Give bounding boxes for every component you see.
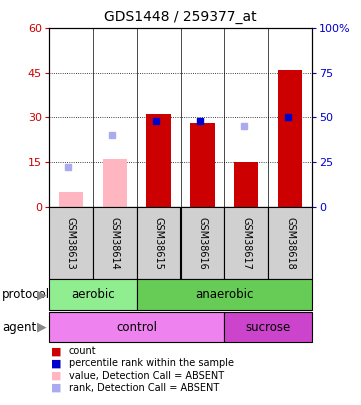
Text: GDS1448 / 259377_at: GDS1448 / 259377_at — [104, 10, 257, 24]
Bar — [58, 192, 83, 207]
Text: ■: ■ — [51, 383, 61, 393]
Bar — [225, 207, 268, 279]
Bar — [278, 70, 303, 207]
Bar — [190, 124, 214, 207]
Text: ■: ■ — [51, 371, 61, 381]
Text: GSM38615: GSM38615 — [153, 217, 164, 269]
Bar — [93, 207, 136, 279]
Text: rank, Detection Call = ABSENT: rank, Detection Call = ABSENT — [69, 383, 219, 393]
Bar — [136, 279, 312, 310]
Text: aerobic: aerobic — [71, 288, 114, 301]
Bar — [49, 279, 136, 310]
Bar — [49, 207, 93, 279]
Text: ■: ■ — [51, 358, 61, 369]
Text: ▶: ▶ — [37, 288, 46, 301]
Text: GSM38618: GSM38618 — [285, 217, 295, 269]
Text: percentile rank within the sample: percentile rank within the sample — [69, 358, 234, 369]
Text: agent: agent — [2, 320, 36, 334]
Bar — [268, 207, 312, 279]
Text: count: count — [69, 346, 96, 356]
Bar — [234, 162, 258, 207]
Text: GSM38616: GSM38616 — [197, 217, 208, 269]
Bar — [136, 207, 180, 279]
Text: sucrose: sucrose — [246, 320, 291, 334]
Text: value, Detection Call = ABSENT: value, Detection Call = ABSENT — [69, 371, 224, 381]
Text: GSM38614: GSM38614 — [110, 217, 119, 269]
Bar — [103, 159, 127, 207]
Text: ▶: ▶ — [37, 320, 46, 334]
Text: GSM38613: GSM38613 — [66, 217, 76, 269]
Bar — [49, 312, 225, 342]
Text: ■: ■ — [51, 346, 61, 356]
Bar — [180, 207, 225, 279]
Bar — [225, 312, 312, 342]
Text: protocol: protocol — [2, 288, 50, 301]
Bar — [147, 115, 171, 207]
Text: anaerobic: anaerobic — [195, 288, 254, 301]
Text: GSM38617: GSM38617 — [242, 217, 251, 269]
Text: control: control — [116, 320, 157, 334]
